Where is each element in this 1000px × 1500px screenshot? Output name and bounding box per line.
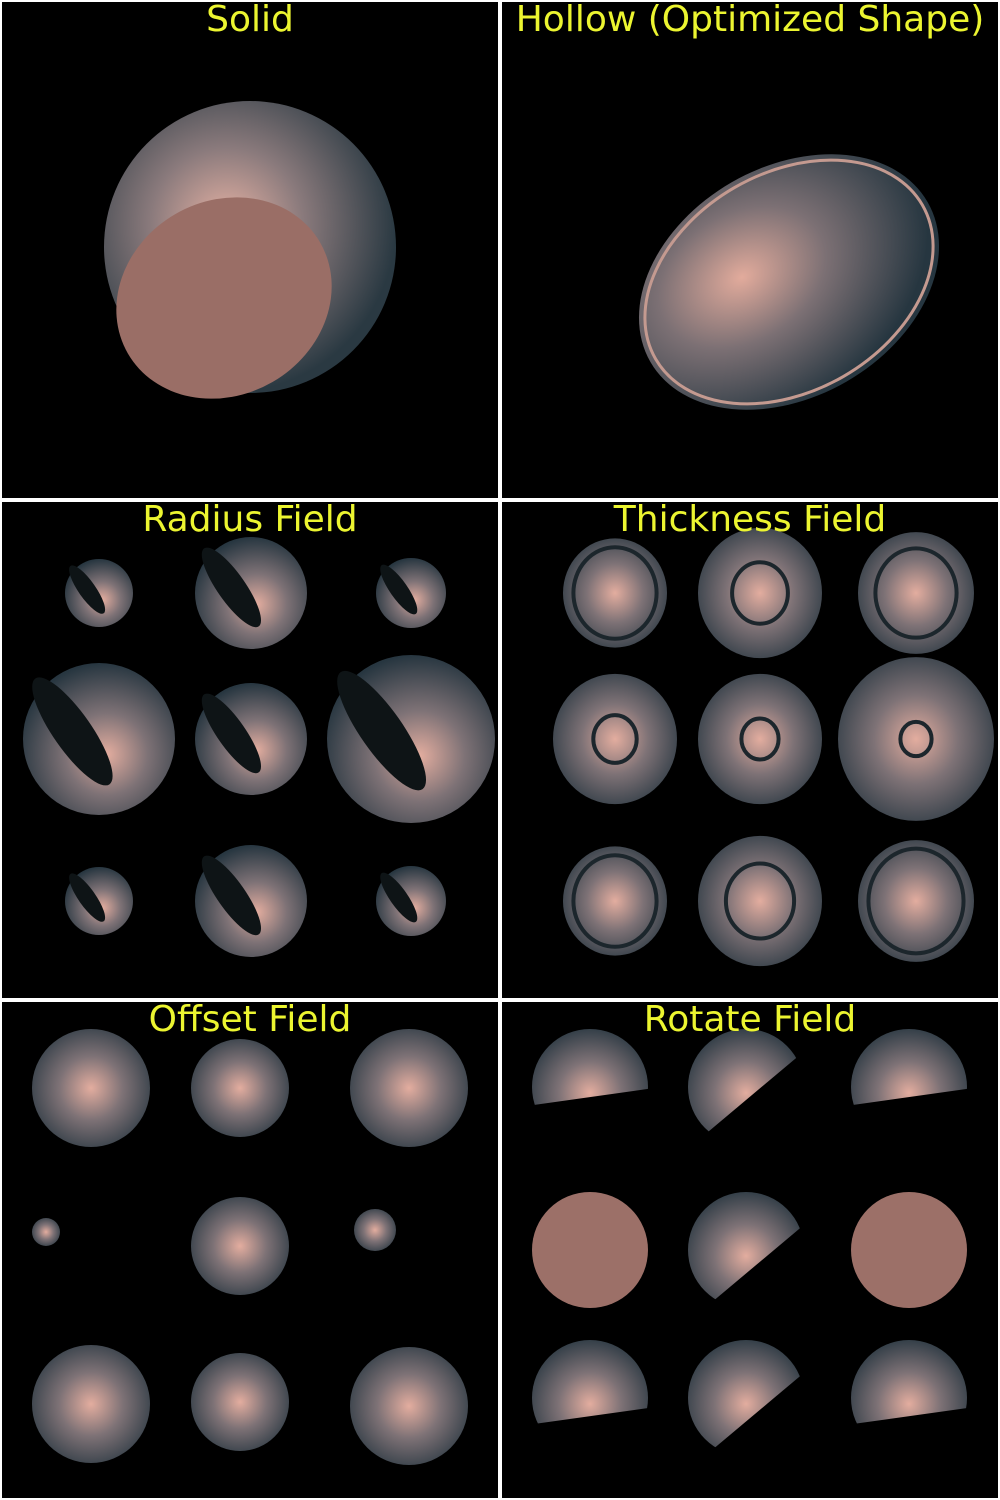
offset-shape [354, 1209, 396, 1251]
radius-shape [65, 559, 133, 627]
panel-rotate-field: Rotate Field [502, 1002, 998, 1498]
offset-field-render [32, 1029, 468, 1465]
rotate-shape [851, 1340, 980, 1484]
rotate-shape [532, 1340, 661, 1484]
hollow-bowl [638, 154, 940, 410]
radius-shape [195, 683, 307, 795]
offset-shape [32, 1029, 150, 1147]
rotate-shape [688, 1192, 843, 1349]
thickness-shape [698, 527, 822, 659]
panel-hollow: Hollow (Optimized Shape) [502, 2, 998, 498]
thickness-shape [553, 673, 677, 805]
rotate-shape [688, 1029, 837, 1180]
solid-render [104, 101, 396, 399]
thickness-shape [838, 657, 994, 821]
radius-shape [23, 663, 175, 815]
panel-title: Solid [206, 2, 294, 40]
hollow-render [638, 154, 940, 410]
panel-title: Radius Field [142, 502, 358, 540]
radius-shape [195, 537, 307, 649]
offset-shape [32, 1218, 60, 1246]
thickness-shape [698, 835, 822, 967]
solid-cut-face [116, 197, 332, 399]
offset-shape [191, 1039, 289, 1137]
panel-radius-field: Radius Field [2, 502, 498, 998]
panel-offset-field: Offset Field [2, 1002, 498, 1498]
panel-thickness-field: Thickness Field [502, 502, 998, 998]
radius-shape [65, 867, 133, 935]
radius-shape [327, 655, 495, 823]
rotate-shape [851, 1192, 967, 1308]
rotate-shape [688, 1340, 843, 1497]
rotate-shape [531, 1029, 660, 1165]
offset-shape [191, 1353, 289, 1451]
radius-shape [195, 845, 307, 957]
thickness-shape [698, 673, 822, 805]
offset-shape [32, 1345, 150, 1463]
panel-title: Offset Field [148, 1002, 352, 1040]
thickness-shape [563, 846, 667, 956]
panel-title: Hollow (Optimized Shape) [515, 2, 985, 40]
panel-solid: Solid [2, 2, 498, 498]
panel-title: Thickness Field [613, 502, 887, 540]
hollow-rim [643, 158, 935, 406]
rotate-shape [532, 1192, 648, 1308]
rotate-shape [850, 1029, 979, 1165]
rotate-field-render [531, 1029, 980, 1497]
thickness-shape [858, 840, 974, 962]
offset-shape [191, 1197, 289, 1295]
panel-title: Rotate Field [643, 1002, 857, 1040]
thickness-shape [563, 538, 667, 648]
radius-field-render [23, 537, 495, 957]
offset-shape [350, 1347, 468, 1465]
thickness-shape [858, 532, 974, 654]
thickness-field-render [553, 527, 994, 967]
radius-shape [376, 866, 446, 936]
radius-shape [376, 558, 446, 628]
offset-shape [350, 1029, 468, 1147]
